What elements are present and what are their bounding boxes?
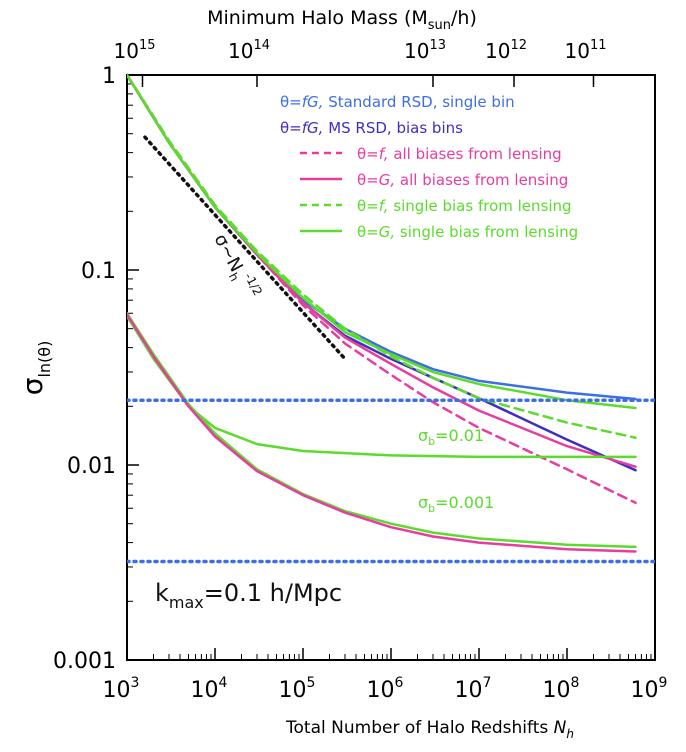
x-tick-label: 105 [279, 675, 316, 703]
series-line-8 [127, 313, 637, 553]
annotation-sb0001: σb=0.001 [418, 493, 494, 515]
legend-entry: θ=f, single bias from lensing [357, 197, 572, 215]
annotation-scaling: σ~Nh-1/2 [207, 229, 265, 305]
series-line-5 [127, 73, 637, 410]
x-tick-label: 108 [543, 675, 580, 703]
series-line-4 [127, 73, 637, 439]
y-tick-label: 0.1 [81, 259, 116, 284]
legend-entry: θ=fG, Standard RSD, single bin [280, 93, 515, 111]
top-tick-label: 1013 [404, 38, 446, 63]
top-tick-label: 1012 [485, 38, 527, 63]
x-axis-label: Total Number of Halo Redshifts Nh [285, 718, 574, 741]
series-line-9 [143, 135, 347, 361]
curves [127, 73, 655, 564]
y-tick-label: 1 [102, 64, 116, 89]
x-tick-label: 107 [455, 675, 492, 703]
x-tick-label: 106 [367, 675, 404, 703]
top-tick-label: 1014 [228, 38, 270, 63]
legend-entry: θ=G, single bias from lensing [357, 223, 578, 241]
x-tick-label: 103 [103, 675, 140, 703]
y-tick-label: 0.01 [67, 454, 116, 479]
legend-entry: θ=fG, MS RSD, bias bins [280, 119, 463, 137]
top-axis-label: Minimum Halo Mass (Msun/h) [207, 7, 477, 33]
top-tick-label: 1011 [564, 38, 606, 63]
x-tick-label: 104 [191, 675, 228, 703]
top-tick-label: 1015 [113, 38, 155, 63]
y-axis-label: σln(θ) [16, 341, 54, 396]
series-line-2 [127, 73, 637, 505]
annotation-sb001: σb=0.01 [418, 426, 484, 448]
annotation-kmax: kmax=0.1 h/Mpc [155, 579, 342, 612]
x-tick-label: 109 [631, 675, 668, 703]
y-tick-label: 0.001 [53, 649, 116, 674]
legend-entry: θ=G, all biases from lensing [357, 171, 568, 189]
legend-entry: θ=f, all biases from lensing [357, 145, 562, 163]
